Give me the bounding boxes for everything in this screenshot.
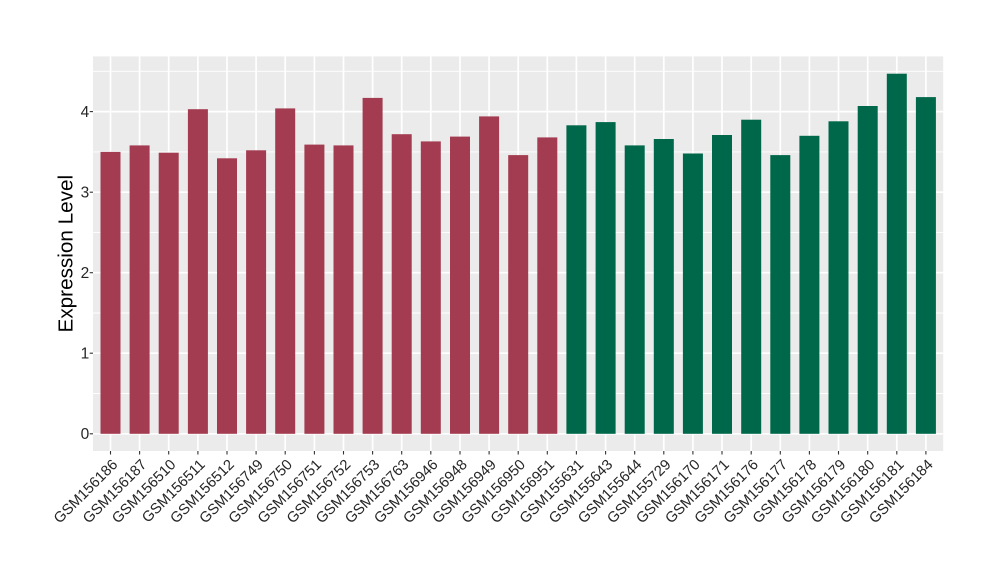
svg-text:3: 3 [81, 185, 90, 202]
svg-text:0: 0 [81, 426, 90, 443]
svg-text:Expression Level: Expression Level [54, 175, 77, 333]
svg-text:2: 2 [81, 265, 90, 282]
svg-text:1: 1 [81, 346, 90, 363]
svg-text:4: 4 [81, 104, 90, 121]
